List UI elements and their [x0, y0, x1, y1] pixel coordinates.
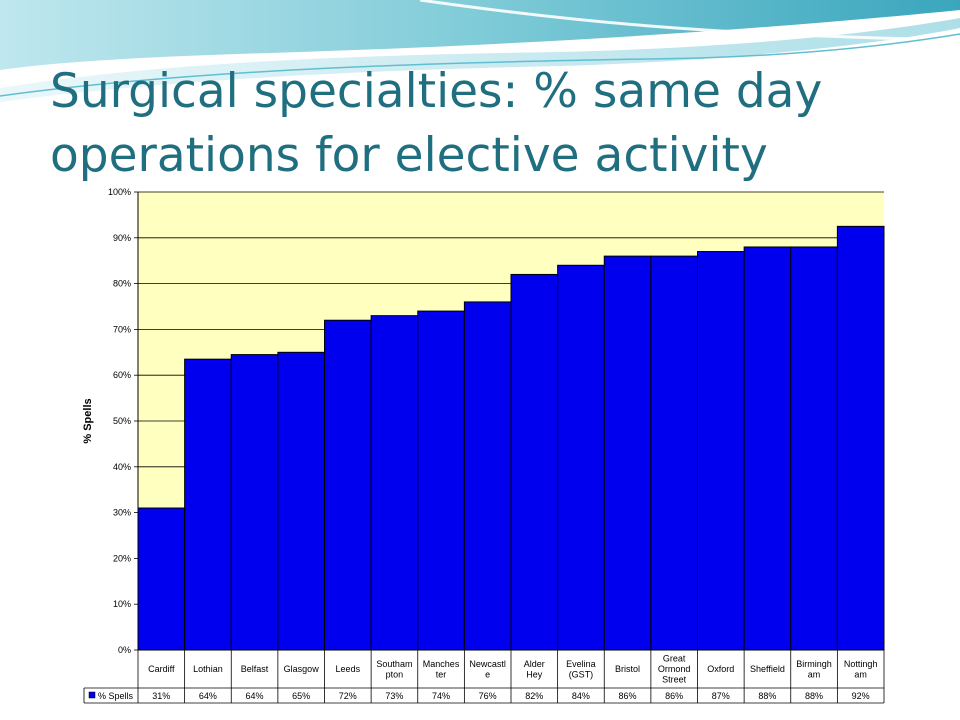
- data-label: 64%: [199, 691, 217, 701]
- bar: [743, 246, 792, 651]
- bar: [137, 507, 186, 651]
- slide-title: Surgical specialties: % same day operati…: [50, 64, 823, 183]
- y-tick-label: 10%: [113, 599, 131, 609]
- data-label: 86%: [619, 691, 637, 701]
- data-label: 84%: [572, 691, 590, 701]
- header-swoosh-decoration: [0, 0, 960, 102]
- category-label: pton: [386, 669, 404, 679]
- legend-series-name: % Spells: [98, 691, 134, 701]
- data-label: 82%: [525, 691, 543, 701]
- category-label: Bristol: [615, 664, 640, 674]
- bar: [557, 264, 605, 651]
- bar: [603, 255, 652, 651]
- y-tick-label: 50%: [113, 416, 131, 426]
- legend-swatch: [88, 691, 96, 699]
- data-label: 64%: [246, 691, 264, 701]
- bar: [417, 310, 465, 651]
- data-label: 88%: [805, 691, 823, 701]
- category-label: Alder: [524, 659, 545, 669]
- category-label: Belfast: [241, 664, 269, 674]
- category-label: Ormond: [658, 664, 691, 674]
- y-tick-label: 100%: [108, 187, 131, 197]
- data-label: 87%: [712, 691, 730, 701]
- y-tick-label: 40%: [113, 462, 131, 472]
- category-label: Glasgow: [284, 664, 320, 674]
- category-label: Oxford: [707, 664, 734, 674]
- category-label: Lothian: [193, 664, 223, 674]
- y-tick-label: 20%: [113, 553, 131, 563]
- y-tick-label: 0%: [118, 645, 131, 655]
- data-label: 88%: [758, 691, 776, 701]
- category-label: Manches: [423, 659, 460, 669]
- category-label: Nottingh: [844, 659, 878, 669]
- category-label: Sheffield: [750, 664, 785, 674]
- bar-chart: 0% 10% 20% 30% 40% 50% 60% 70% 80% 90% 100% % Spell…: [82, 187, 885, 704]
- category-label: (GST): [569, 669, 594, 679]
- data-label: 86%: [665, 691, 683, 701]
- category-label: Cardiff: [148, 664, 175, 674]
- bar: [836, 225, 885, 651]
- bar: [277, 351, 325, 651]
- category-label: Birmingh: [796, 659, 832, 669]
- category-label: Newcastl: [469, 659, 506, 669]
- y-tick-label: 80%: [113, 279, 131, 289]
- bar: [650, 255, 698, 651]
- category-label: Hey: [526, 669, 543, 679]
- chart-panel: 0% 10% 20% 30% 40% 50% 60% 70% 80% 90% 100% % Spell…: [74, 183, 888, 713]
- bar: [230, 354, 279, 651]
- data-label: 76%: [479, 691, 497, 701]
- category-label: e: [485, 669, 490, 679]
- category-label: ter: [436, 669, 447, 679]
- y-tick-label: 60%: [113, 370, 131, 380]
- bar: [510, 273, 559, 651]
- category-label: am: [854, 669, 867, 679]
- y-tick-label: 30%: [113, 508, 131, 518]
- data-label: 31%: [152, 691, 170, 701]
- category-label: Evelina: [566, 659, 596, 669]
- category-label: Great: [663, 654, 686, 664]
- category-label: Leeds: [336, 664, 361, 674]
- bar: [324, 319, 372, 651]
- category-label: Southam: [376, 659, 412, 669]
- bar: [184, 358, 232, 651]
- data-label: 73%: [385, 691, 403, 701]
- category-label: am: [808, 669, 821, 679]
- bar: [370, 315, 419, 651]
- y-tick-label: 90%: [113, 233, 131, 243]
- data-label: 92%: [852, 691, 870, 701]
- category-label: Street: [662, 675, 687, 685]
- data-label: 72%: [339, 691, 357, 701]
- bar: [463, 301, 512, 651]
- bar: [697, 251, 745, 651]
- y-axis-title: % Spells: [82, 398, 94, 443]
- data-label: 74%: [432, 691, 450, 701]
- bar: [790, 246, 838, 651]
- y-tick-label: 70%: [113, 324, 131, 334]
- data-label: 65%: [292, 691, 310, 701]
